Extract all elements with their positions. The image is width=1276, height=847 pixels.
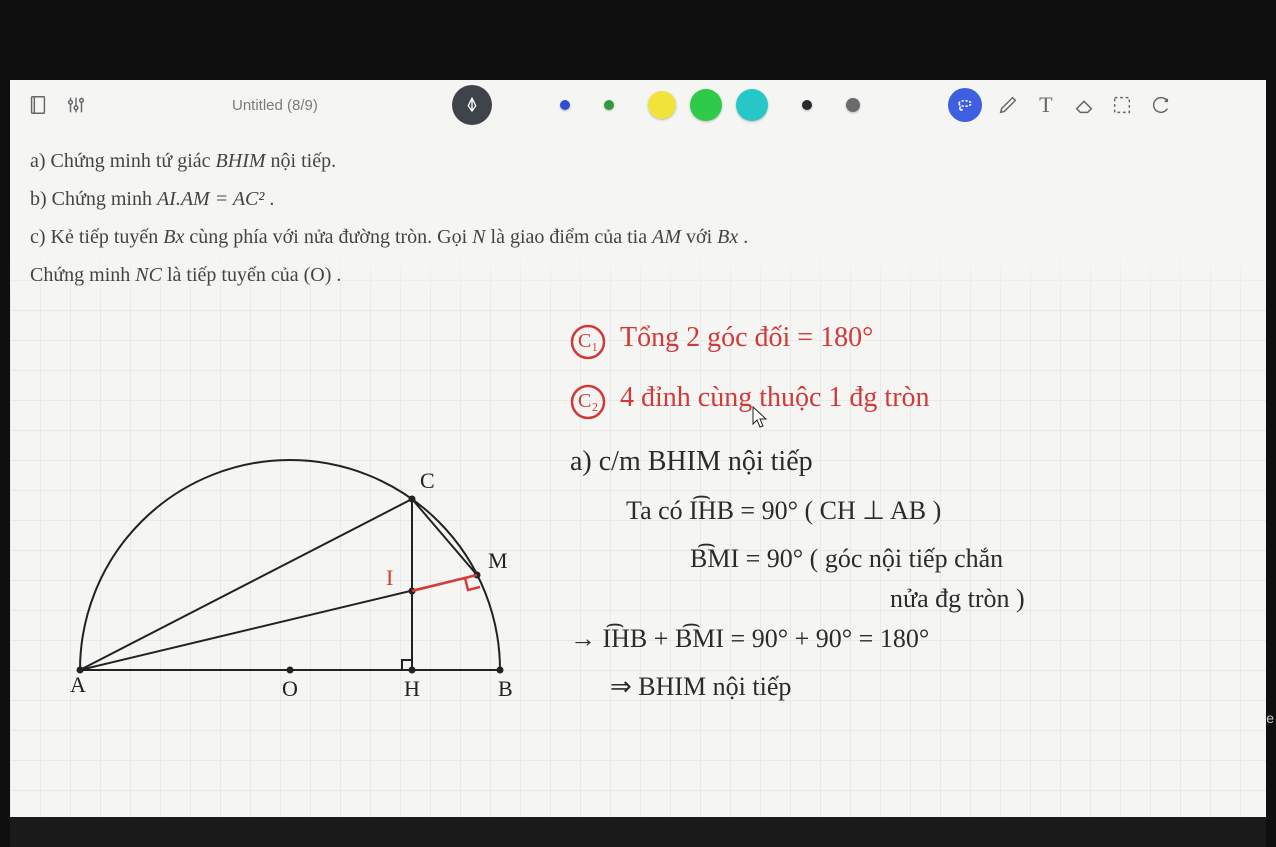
color-swatch-gray[interactable]	[846, 98, 860, 112]
prob-c-pre: c) Kẻ tiếp tuyến	[30, 226, 163, 248]
prob-c-bx1: Bx	[163, 226, 184, 248]
prob-c2-pre: Chứng minh	[30, 264, 135, 286]
pen-tool-button[interactable]	[452, 85, 492, 125]
prob-c2-end: .	[331, 264, 341, 286]
prob-c2-nc: NC	[135, 264, 162, 286]
label-C: C	[420, 468, 435, 493]
selection-icon[interactable]	[1110, 93, 1134, 117]
label-H: H	[404, 676, 420, 701]
color-swatch-yellow[interactable]	[648, 91, 676, 119]
label-B: B	[498, 676, 513, 701]
prob-c-mid3: với	[681, 226, 717, 248]
problem-text: a) Chứng minh tứ giác BHIM nội tiếp. b) …	[30, 142, 1246, 294]
prob-c2-mid: là tiếp tuyến của	[162, 264, 304, 286]
prob-b-math: AI.AM = AC²	[157, 188, 264, 210]
text-tool-icon[interactable]: T	[1034, 93, 1058, 117]
color-swatch-black[interactable]	[802, 100, 812, 110]
prob-a-bhim: BHIM	[216, 150, 266, 172]
prob-c-n: N	[472, 226, 485, 248]
prob-c-mid2: là giao điểm của tia	[486, 226, 653, 248]
prob-c-end: .	[738, 226, 748, 248]
eraser-icon[interactable]	[1072, 93, 1096, 117]
main-toolbar: Untitled (8/9) T	[10, 80, 1266, 130]
prob-b-post: .	[264, 188, 274, 210]
prob-a-post: nội tiếp.	[266, 150, 337, 172]
label-I: I	[386, 565, 393, 590]
prob-c-am: AM	[652, 226, 681, 248]
monitor-bezel-bottom	[0, 50, 1276, 80]
color-swatch-blue[interactable]	[560, 100, 570, 110]
pencil-icon[interactable]	[996, 93, 1020, 117]
drawing-canvas[interactable]: a) Chứng minh tứ giác BHIM nội tiếp. b) …	[10, 130, 1266, 817]
loop-icon[interactable]	[1148, 93, 1172, 117]
prob-b-pre: b) Chứng minh	[30, 188, 157, 210]
prob-c-bx2: Bx	[717, 226, 738, 248]
label-M: M	[488, 548, 508, 573]
label-O: O	[282, 676, 298, 701]
prob-a-pre: a) Chứng minh tứ giác	[30, 150, 216, 172]
sliders-icon[interactable]	[64, 93, 88, 117]
label-A: A	[70, 672, 86, 697]
prob-c2-o: (O)	[304, 264, 332, 286]
document-title[interactable]: Untitled (8/9)	[232, 97, 318, 114]
app-window: Untitled (8/9) T	[10, 50, 1266, 817]
prob-c-mid: cùng phía với nửa đường tròn. Gọi	[184, 226, 472, 248]
lasso-tool-button[interactable]	[948, 88, 982, 122]
monitor-bezel-top	[0, 0, 1276, 50]
color-swatch-cyan[interactable]	[736, 89, 768, 121]
color-swatch-green[interactable]	[690, 89, 722, 121]
color-swatch-green-small[interactable]	[604, 100, 614, 110]
monitor-bezel-left	[0, 0, 10, 847]
notebook-icon[interactable]	[26, 93, 50, 117]
geometry-diagram: A O H B C M I	[60, 440, 520, 710]
